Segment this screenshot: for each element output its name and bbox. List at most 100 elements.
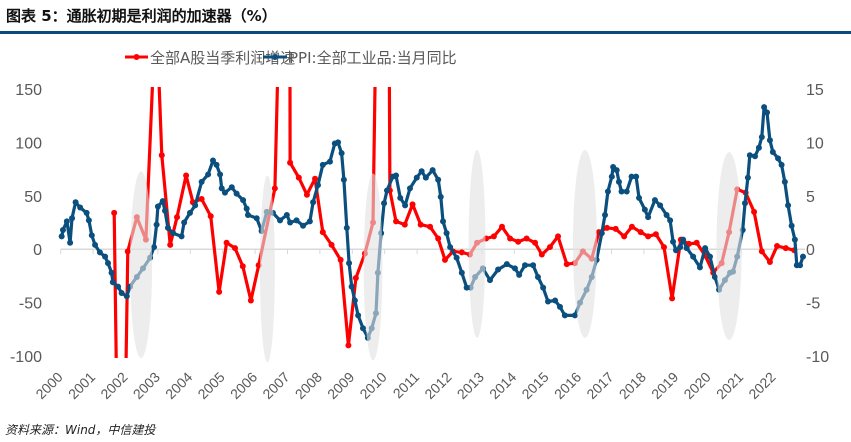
x-tick-label: 2011 [390,369,423,402]
data-point-ppi [636,194,643,201]
data-point-profit [239,263,246,270]
x-tick-label: 2022 [745,369,778,402]
data-point-ppi [159,198,166,205]
y-left-tick-label: 150 [15,82,42,99]
data-point-profit [538,251,545,258]
data-point-ppi [711,273,718,280]
data-point-ppi [706,253,713,260]
data-point-ppi [778,161,785,168]
data-point-profit [328,241,335,248]
series-line-profit [112,87,795,358]
data-point-ppi [453,254,460,261]
data-point-ppi [346,260,353,267]
data-point-ppi [788,222,795,229]
x-tick-label: 2013 [454,369,487,402]
data-point-ppi [58,233,65,240]
data-point-ppi [186,209,193,216]
data-point-ppi [677,244,684,251]
data-point-ppi [598,230,605,237]
data-point-ppi [326,158,333,165]
data-point-ppi [623,188,630,195]
data-point-ppi [209,157,216,164]
data-point-ppi [381,200,388,207]
data-point-ppi [338,150,345,157]
data-point-profit [555,233,562,240]
data-point-ppi [340,176,347,183]
data-point-ppi [228,184,235,191]
data-point-profit [232,245,239,252]
data-point-ppi [615,178,622,185]
data-point-ppi [487,277,493,284]
source-note: 资料来源：Wind，中信建投 [5,423,156,437]
data-point-ppi [608,173,615,180]
data-point-ppi [540,284,547,291]
x-tick-label: 2001 [65,369,98,402]
data-point-profit [693,239,700,246]
data-point-ppi [761,104,768,111]
y-left-tick-label: -50 [19,296,42,313]
data-point-ppi [670,238,677,245]
data-point-ppi [516,271,523,278]
data-point-ppi [108,269,115,276]
data-point-profit [774,242,781,249]
data-point-profit [669,295,676,302]
data-point-ppi [641,206,648,213]
data-point-ppi [240,197,247,204]
data-point-ppi [602,212,609,219]
data-point-ppi [102,253,109,260]
data-point-profit [174,214,181,221]
data-point-profit [401,221,408,228]
data-point-ppi [63,218,70,225]
data-point-profit [782,245,789,252]
legend-marker-ppi [272,54,278,60]
data-point-profit [603,224,610,231]
data-point-ppi [192,202,199,209]
data-point-profit [223,239,230,246]
y-right-tick-label: 0 [806,242,815,259]
highlight-ellipse [130,171,153,359]
data-point-profit [167,241,174,248]
data-point-profit [490,233,497,240]
data-point-profit [612,225,619,232]
data-point-profit [337,256,344,263]
data-point-ppi [511,265,518,272]
data-point-ppi [657,202,664,209]
x-tick-label: 2000 [32,369,65,402]
data-point-profit [287,159,294,166]
y-right-tick-label: 10 [806,135,824,152]
data-point-ppi [118,289,125,296]
data-point-profit [766,259,773,266]
data-point-ppi [696,264,703,271]
x-tick-label: 2002 [97,369,130,402]
data-point-ppi [495,266,502,273]
title-divider [0,31,851,34]
x-tick-label: 2021 [713,369,746,402]
data-point-ppi [702,245,709,252]
data-point-profit [409,201,416,208]
x-tick-label: 2014 [486,369,519,402]
data-point-profit [111,209,118,216]
data-point-ppi [243,205,250,212]
data-point-ppi [153,221,160,228]
data-point-ppi [164,224,171,231]
data-point-profit [435,235,442,242]
data-point-ppi [521,262,528,269]
highlight-ellipse [716,152,742,340]
data-point-ppi [178,233,185,240]
y-right-tick-label: -10 [806,349,829,366]
y-right-tick-label: 15 [806,82,824,99]
data-point-ppi [764,109,771,116]
data-point-ppi [105,260,112,267]
data-point-profit [441,256,448,263]
data-point-ppi [162,207,169,214]
data-point-profit [417,221,424,228]
data-point-ppi [571,312,578,319]
data-point-ppi [437,193,444,200]
highlight-ellipse [468,149,486,338]
x-tick-label: 2017 [583,369,616,402]
data-point-profit [498,223,505,230]
data-point-profit [660,244,667,251]
data-point-ppi [69,215,76,222]
data-point-profit [758,248,765,255]
data-point-ppi [348,283,355,290]
